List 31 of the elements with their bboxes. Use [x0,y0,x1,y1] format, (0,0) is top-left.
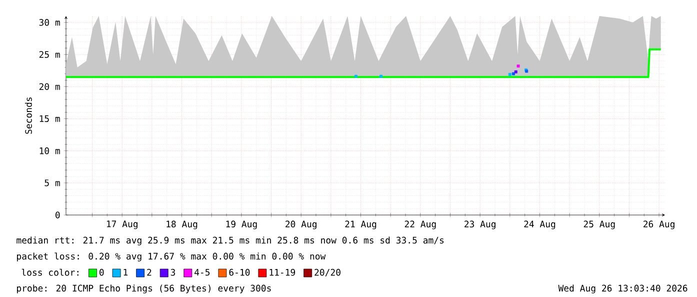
y-tick-label: 30 m [39,19,60,26]
x-tick-label: 19 Aug [226,220,257,230]
x-tick-label: 22 Aug [404,220,436,230]
y-axis-title: Seconds [24,97,32,134]
y-tick-label: 25 m [39,51,60,58]
text: packet loss: 0.20 % avg 17.67 % max 0.00 % min 0.00 % now [17,252,326,262]
y-tick-label: 10 m [40,147,60,154]
x-tick-label: 20 Aug [286,220,316,230]
text: Wed Aug 26 13:03:40 2026 [558,284,688,294]
legend-label: 0 [100,268,104,276]
legend-label: 4-5 [194,268,210,276]
legend-label: 6-10 [229,268,250,276]
legend-label: 1 [124,268,128,276]
x-tick-label: 18 Aug [166,220,198,230]
legend-label: 20/20 [314,268,340,276]
legend-label: 3 [170,268,176,276]
y-tick-label: 5 m [44,180,60,186]
legend-label: 2 [147,268,152,276]
text: probe: 20 ICMP Echo Pings (56 Bytes) every 300s [17,284,271,294]
legend-label: 11-19 [270,268,296,276]
x-tick-label: 25 Aug [584,220,615,230]
y-tick-label: 15 m [40,115,60,122]
y-tick-label: 0 [56,212,60,218]
legend-title: loss color: [22,268,78,276]
text: median rtt: 21.7 ms avg 25.9 ms max 21.5 ms min 25.8 ms now 0.6 ms sd 33.5 am/s [16,236,444,246]
y-tick-label: 20 m [39,83,60,90]
x-tick-label: 23 Aug [464,220,496,230]
x-tick-label: 24 Aug [524,220,556,230]
x-tick-label: 26 Aug [644,220,674,230]
x-tick-label: 21 Aug [345,220,376,230]
x-tick-label: 17 Aug [106,220,138,230]
